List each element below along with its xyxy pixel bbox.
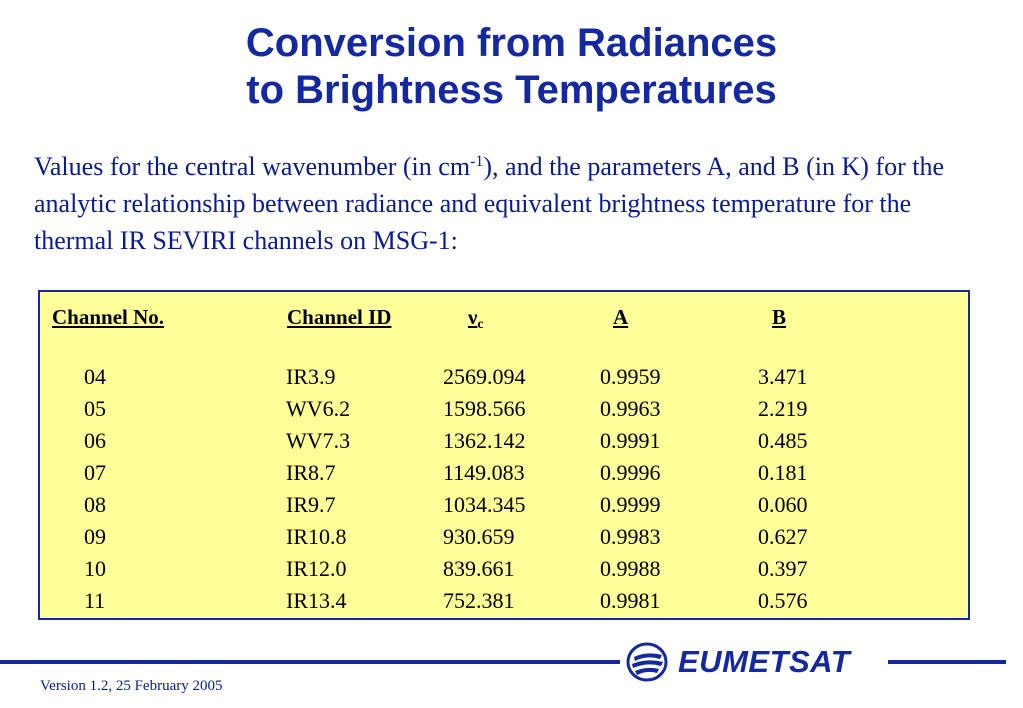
slide-title: Conversion from Radiances to Brightness … xyxy=(0,20,1023,114)
cell-no: 04 xyxy=(84,364,106,389)
cell-no: 07 xyxy=(84,460,106,485)
cell-a: 0.9981 xyxy=(600,588,661,613)
cell-nu: 1149.083 xyxy=(443,460,525,485)
cell-nu: 930.659 xyxy=(443,524,515,549)
cell-b: 0.485 xyxy=(758,428,808,453)
cell-a: 0.9991 xyxy=(600,428,661,453)
cell-no: 06 xyxy=(84,428,106,453)
intro-paragraph: Values for the central wavenumber (in cm… xyxy=(34,148,994,259)
header-nu-subscript: c xyxy=(477,317,484,332)
cell-b: 0.576 xyxy=(758,588,808,613)
table-row: 11 IR13.4 752.381 0.9981 0.576 xyxy=(40,585,968,616)
cell-b: 3.471 xyxy=(758,364,808,389)
intro-text-part-2: ), and the parameters A, and B (in K) fo… xyxy=(34,152,944,255)
cell-no: 08 xyxy=(84,492,106,517)
cell-id: WV6.2 xyxy=(286,396,351,421)
cell-id: IR13.4 xyxy=(286,588,347,613)
table-row: 08 IR9.7 1034.345 0.9999 0.060 xyxy=(40,489,968,520)
intro-text-part-1: Values for the central wavenumber (in cm xyxy=(34,152,471,181)
cell-a: 0.9996 xyxy=(600,460,661,485)
cell-a: 0.9988 xyxy=(600,556,661,581)
cell-no: 11 xyxy=(84,588,106,613)
intro-superscript: -1 xyxy=(470,153,484,170)
header-parameter-a: A xyxy=(613,305,629,329)
cell-id: IR3.9 xyxy=(286,364,336,389)
slide-title-line-2: to Brightness Temperatures xyxy=(246,68,777,112)
header-central-wavenumber: νc xyxy=(468,304,484,332)
eumetsat-wordmark: EUMETSAT xyxy=(678,644,851,679)
cell-b: 0.181 xyxy=(758,460,808,485)
footer-rule-right xyxy=(888,660,1006,664)
header-channel-no: Channel No. xyxy=(52,305,165,329)
cell-id: IR12.0 xyxy=(286,556,347,581)
table-row: 06 WV7.3 1362.142 0.9991 0.485 xyxy=(40,425,968,456)
header-parameter-b: B xyxy=(772,305,787,329)
cell-b: 0.627 xyxy=(758,524,808,549)
cell-b: 2.219 xyxy=(758,396,808,421)
cell-id: IR8.7 xyxy=(286,460,336,485)
cell-nu: 2569.094 xyxy=(443,364,526,389)
table-row: 07 IR8.7 1149.083 0.9996 0.181 xyxy=(40,457,968,488)
eumetsat-globe-icon xyxy=(626,642,668,682)
table-row: 10 IR12.0 839.661 0.9988 0.397 xyxy=(40,553,968,584)
cell-id: IR10.8 xyxy=(286,524,347,549)
cell-a: 0.9983 xyxy=(600,524,661,549)
cell-nu: 839.661 xyxy=(443,556,515,581)
cell-a: 0.9959 xyxy=(600,364,661,389)
cell-a: 0.9999 xyxy=(600,492,661,517)
cell-no: 09 xyxy=(84,524,106,549)
cell-no: 10 xyxy=(84,556,106,581)
footer-rule-left xyxy=(0,660,620,664)
cell-b: 0.397 xyxy=(758,556,808,581)
coefficients-table: Channel No. Channel ID νc A B 04 IR3.9 256… xyxy=(38,290,970,620)
version-label: Version 1.2, 25 February 2005 xyxy=(40,678,223,694)
table-row: 04 IR3.9 2569.094 0.9959 3.471 xyxy=(40,361,968,392)
cell-nu: 1034.345 xyxy=(443,492,526,517)
cell-a: 0.9963 xyxy=(600,396,661,421)
cell-nu: 752.381 xyxy=(443,588,515,613)
table-row: 05 WV6.2 1598.566 0.9963 2.219 xyxy=(40,393,968,424)
cell-nu: 1362.142 xyxy=(443,428,526,453)
header-nu-symbol: ν xyxy=(468,305,478,329)
table-row: 09 IR10.8 930.659 0.9983 0.627 xyxy=(40,521,968,552)
cell-no: 05 xyxy=(84,396,106,421)
cell-id: WV7.3 xyxy=(286,428,351,453)
eumetsat-logo: EUMETSAT xyxy=(626,641,850,683)
cell-id: IR9.7 xyxy=(286,492,336,517)
header-channel-id: Channel ID xyxy=(287,305,392,329)
cell-nu: 1598.566 xyxy=(443,396,526,421)
cell-b: 0.060 xyxy=(758,492,808,517)
slide-title-line-1: Conversion from Radiances xyxy=(245,21,778,65)
